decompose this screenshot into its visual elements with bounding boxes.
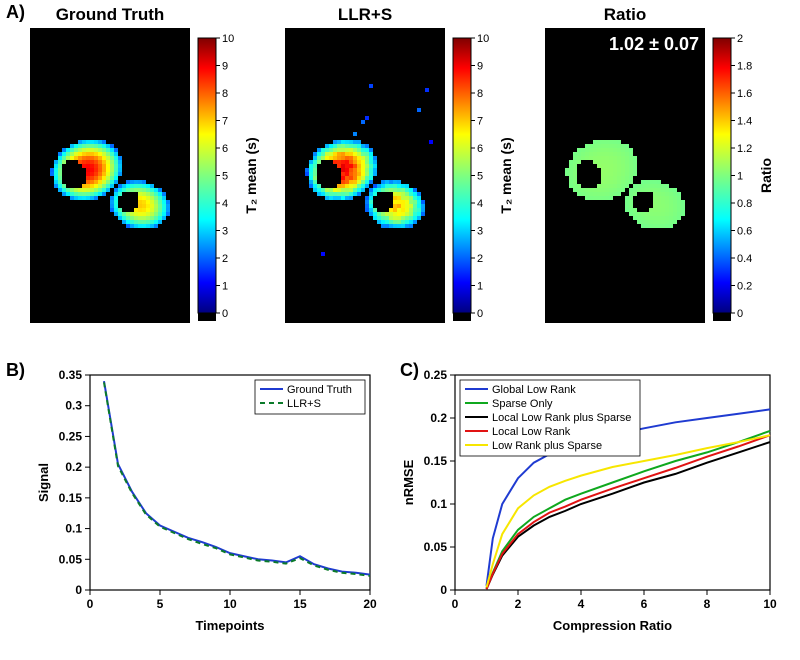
svg-text:Signal: Signal bbox=[36, 463, 51, 502]
svg-text:2: 2 bbox=[222, 253, 228, 265]
svg-text:8: 8 bbox=[222, 88, 228, 100]
colorbar-0 bbox=[198, 38, 216, 313]
svg-text:3: 3 bbox=[222, 226, 228, 238]
svg-text:0: 0 bbox=[452, 597, 459, 611]
svg-text:0.2: 0.2 bbox=[65, 460, 82, 474]
svg-text:Ground Truth: Ground Truth bbox=[287, 384, 352, 396]
panel-c-chart: 0 2 4 6 8 10 0 0.05 0.1 0.15 0.2 0.25 Compression Ra… bbox=[401, 368, 777, 633]
svg-text:1: 1 bbox=[222, 281, 228, 293]
svg-text:4: 4 bbox=[222, 198, 228, 210]
svg-text:7: 7 bbox=[477, 116, 483, 128]
colorbar-label-0: T₂ mean (s) bbox=[243, 137, 259, 213]
panel-c-chart-legend: Global Low Rank Sparse Only Local Low Rank… bbox=[460, 380, 640, 456]
svg-text:LLR+S: LLR+S bbox=[287, 398, 321, 410]
svg-text:0.25: 0.25 bbox=[59, 429, 83, 443]
svg-text:10: 10 bbox=[222, 33, 234, 45]
svg-text:4: 4 bbox=[578, 597, 585, 611]
svg-text:2: 2 bbox=[515, 597, 522, 611]
svg-text:nRMSE: nRMSE bbox=[401, 459, 416, 505]
svg-text:5: 5 bbox=[157, 597, 164, 611]
panel-a-image-2: 1.02 ± 0.07 bbox=[545, 28, 705, 323]
svg-text:0.4: 0.4 bbox=[737, 253, 752, 265]
svg-text:0: 0 bbox=[87, 597, 94, 611]
svg-text:3: 3 bbox=[477, 226, 483, 238]
svg-text:Low Rank plus Sparse: Low Rank plus Sparse bbox=[492, 440, 602, 452]
svg-text:Local Low Rank plus Sparse: Local Low Rank plus Sparse bbox=[492, 412, 631, 424]
svg-text:10: 10 bbox=[763, 597, 777, 611]
svg-text:20: 20 bbox=[363, 597, 377, 611]
svg-text:6: 6 bbox=[477, 143, 483, 155]
panel-a-title-2: Ratio bbox=[604, 5, 647, 24]
svg-text:0.35: 0.35 bbox=[59, 368, 83, 382]
svg-text:2: 2 bbox=[737, 33, 743, 45]
svg-text:Global Low Rank: Global Low Rank bbox=[492, 384, 576, 396]
svg-text:2: 2 bbox=[477, 253, 483, 265]
svg-text:Local Low Rank: Local Low Rank bbox=[492, 426, 571, 438]
svg-text:1.6: 1.6 bbox=[737, 88, 752, 100]
svg-text:10: 10 bbox=[223, 597, 237, 611]
svg-text:Compression Ratio: Compression Ratio bbox=[553, 618, 672, 633]
svg-text:10: 10 bbox=[477, 33, 489, 45]
svg-text:0.15: 0.15 bbox=[59, 491, 83, 505]
panel-a-image-1 bbox=[285, 28, 445, 323]
svg-text:0: 0 bbox=[222, 308, 228, 320]
svg-text:1: 1 bbox=[477, 281, 483, 293]
svg-text:0: 0 bbox=[75, 583, 82, 597]
figure-svg: Ground Truth012345678910T₂ mean (s)LLR+S… bbox=[0, 0, 800, 660]
svg-text:0.3: 0.3 bbox=[65, 399, 82, 413]
svg-text:1.2: 1.2 bbox=[737, 143, 752, 155]
panel-b-chart-legend: Ground Truth LLR+S bbox=[255, 380, 365, 414]
svg-text:1.8: 1.8 bbox=[737, 61, 752, 73]
svg-text:0.1: 0.1 bbox=[65, 522, 82, 536]
svg-text:0.25: 0.25 bbox=[424, 368, 448, 382]
svg-text:7: 7 bbox=[222, 116, 228, 128]
svg-text:8: 8 bbox=[704, 597, 711, 611]
svg-text:8: 8 bbox=[477, 88, 483, 100]
colorbar-label-1: T₂ mean (s) bbox=[498, 137, 514, 213]
svg-text:4: 4 bbox=[477, 198, 483, 210]
svg-text:0.05: 0.05 bbox=[59, 552, 83, 566]
panel-a-title-0: Ground Truth bbox=[56, 5, 165, 24]
svg-text:0.6: 0.6 bbox=[737, 226, 752, 238]
svg-text:6: 6 bbox=[641, 597, 648, 611]
panel-b-chart: 0 5 10 15 20 0 0.05 0.1 0.15 0.2 0.25 0.3 0.35 Timepo… bbox=[36, 368, 377, 633]
svg-text:0: 0 bbox=[440, 583, 447, 597]
panel-a-title-1: LLR+S bbox=[338, 5, 392, 24]
colorbar-1 bbox=[453, 38, 471, 313]
svg-text:0.2: 0.2 bbox=[430, 411, 447, 425]
svg-text:Sparse Only: Sparse Only bbox=[492, 398, 553, 410]
svg-text:9: 9 bbox=[477, 61, 483, 73]
svg-text:6: 6 bbox=[222, 143, 228, 155]
svg-text:1.4: 1.4 bbox=[737, 116, 752, 128]
ratio-overlay-text: 1.02 ± 0.07 bbox=[609, 34, 699, 54]
colorbar-2 bbox=[713, 38, 731, 313]
svg-text:5: 5 bbox=[222, 171, 228, 183]
svg-text:0: 0 bbox=[737, 308, 743, 320]
colorbar-label-2: Ratio bbox=[758, 158, 774, 193]
panel-a-image-0 bbox=[30, 28, 190, 323]
svg-text:0.05: 0.05 bbox=[424, 540, 448, 554]
svg-text:1: 1 bbox=[737, 171, 743, 183]
svg-text:Timepoints: Timepoints bbox=[195, 618, 264, 633]
svg-text:5: 5 bbox=[477, 171, 483, 183]
svg-text:9: 9 bbox=[222, 61, 228, 73]
svg-text:0: 0 bbox=[477, 308, 483, 320]
svg-text:15: 15 bbox=[293, 597, 307, 611]
svg-text:0.8: 0.8 bbox=[737, 198, 752, 210]
svg-text:0.15: 0.15 bbox=[424, 454, 448, 468]
svg-text:0.1: 0.1 bbox=[430, 497, 447, 511]
svg-text:0.2: 0.2 bbox=[737, 281, 752, 293]
